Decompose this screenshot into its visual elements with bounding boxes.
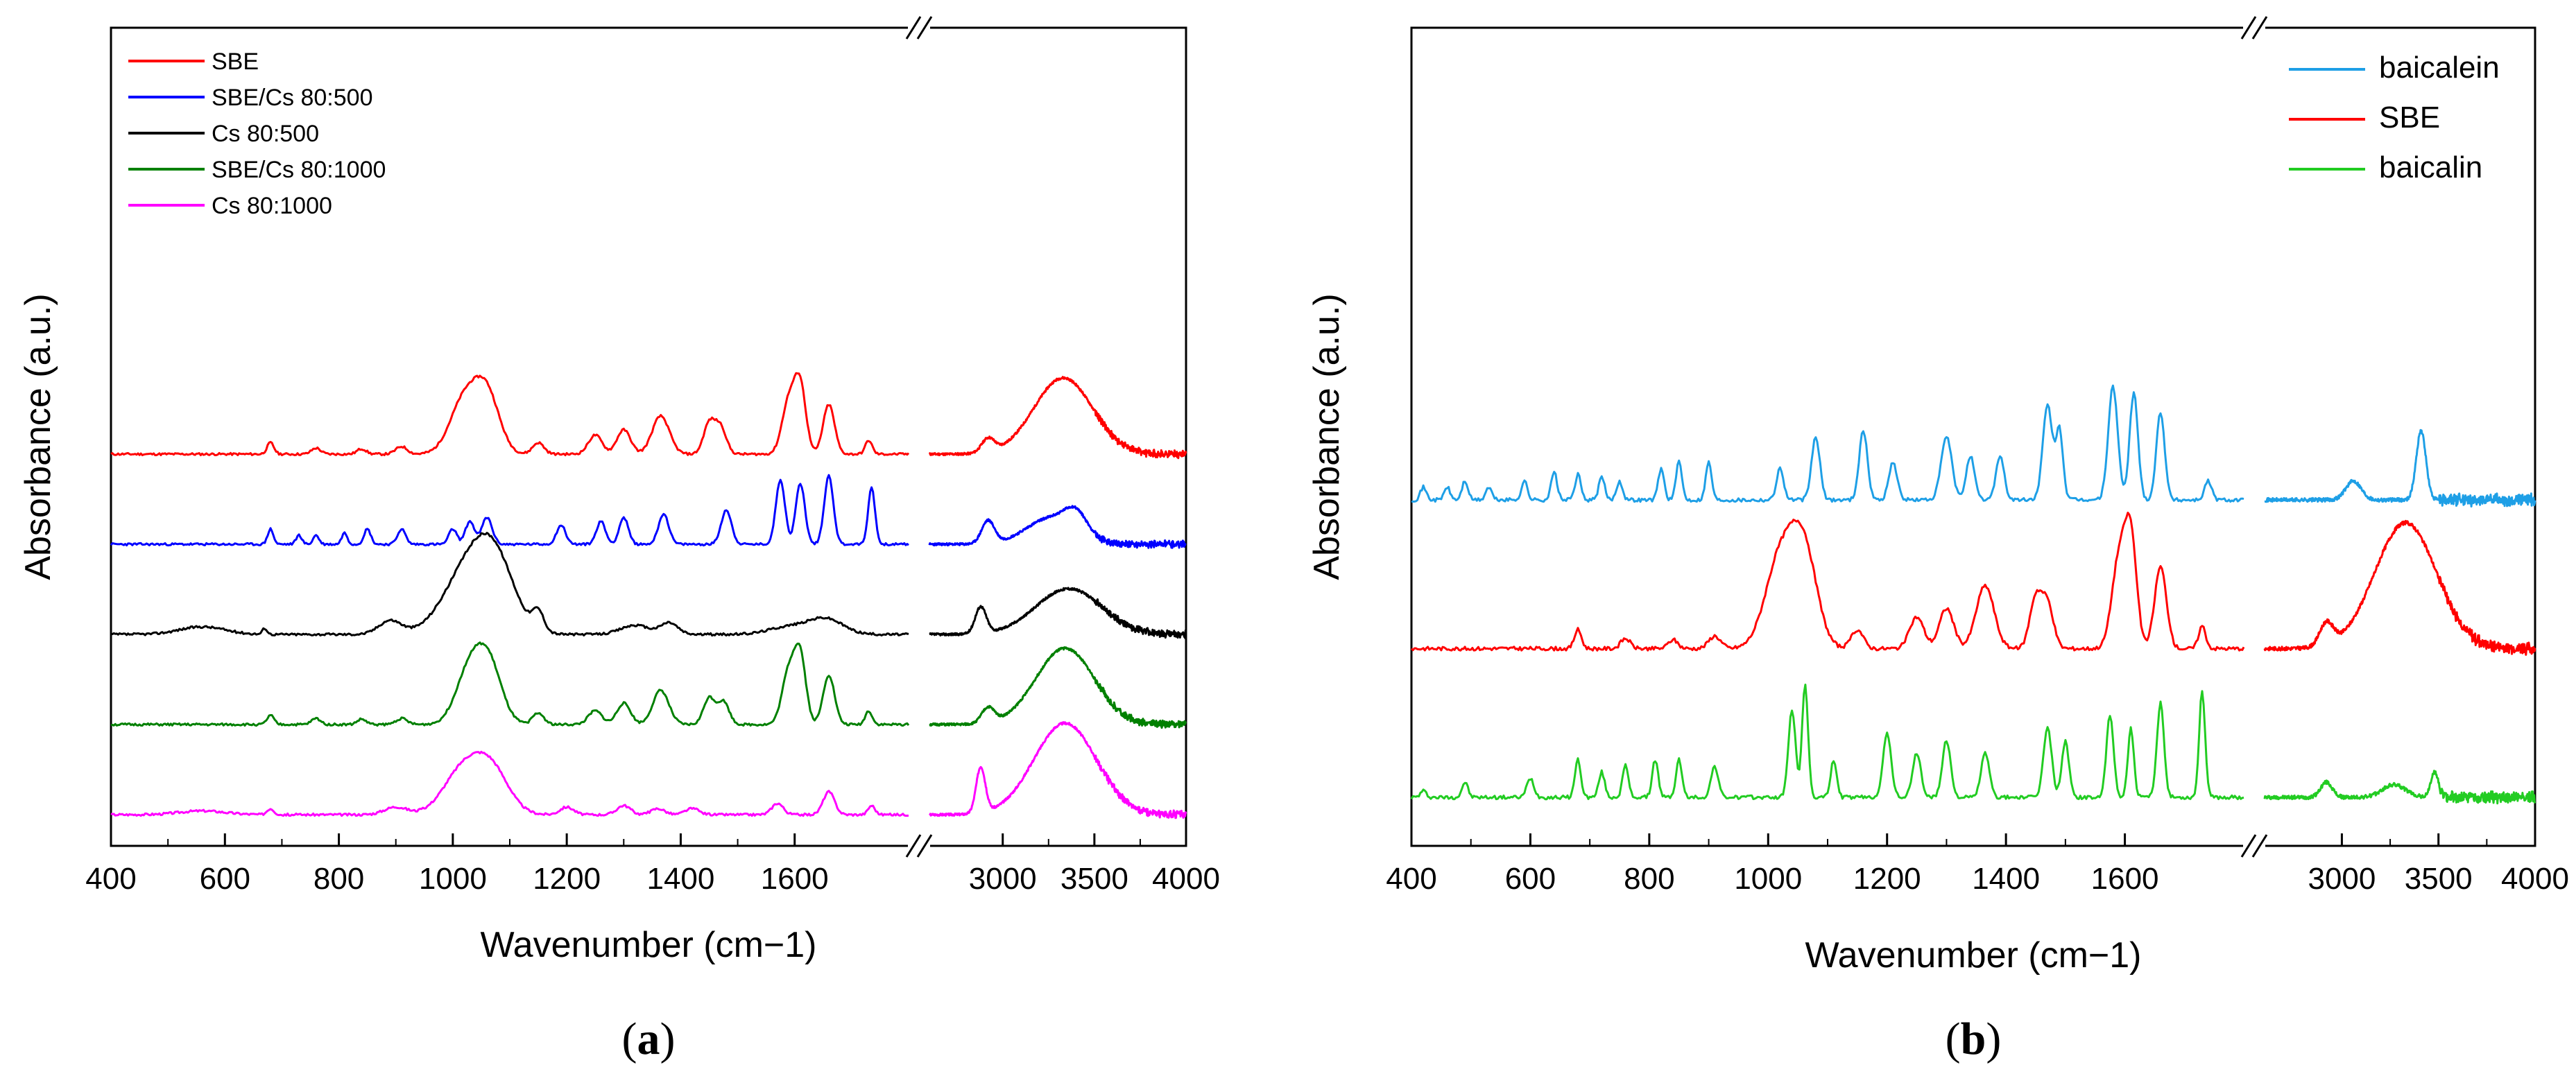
series-line-a-1-seg1	[928, 505, 1187, 549]
x-tick-label-b-7: 3000	[2308, 862, 2376, 896]
x-ticks-b: 400 600 800 1000 1200 1400 1600 3000 3500 4000	[1386, 16, 2569, 896]
y-axis-title-a: Absorbance (a.u.)	[18, 293, 58, 580]
x-tick-label-b-3: 1000	[1734, 862, 1802, 896]
series-group-a	[110, 372, 1187, 820]
x-tick-label-b-2: 800	[1624, 862, 1674, 896]
axis-break-gap-a-0	[908, 18, 930, 37]
series-line-a-1-seg0	[110, 474, 909, 547]
legend-label-a-2: Cs 80:500	[212, 121, 319, 147]
x-tick-label-a-6: 1600	[761, 862, 829, 896]
series-line-b-1-seg0	[1410, 512, 2245, 652]
x-tick-label-a-3: 1000	[419, 862, 487, 896]
panel-label-a: (a)	[622, 1014, 676, 1064]
x-tick-label-a-9: 4000	[1152, 862, 1220, 896]
series-line-b-2-seg1	[2263, 770, 2536, 805]
series-line-b-0-seg1	[2264, 428, 2536, 508]
x-tick-label-a-1: 600	[200, 862, 250, 896]
axis-break-mark-a-1-1	[916, 834, 933, 858]
axis-break-mark-a-1-0	[905, 834, 922, 858]
y-axis-title-b: Absorbance (a.u.)	[1307, 293, 1347, 580]
x-tick-label-b-0: 400	[1386, 862, 1436, 896]
x-axis-title-a: Wavenumber (cm−1)	[481, 925, 817, 965]
x-tick-label-a-8: 3500	[1061, 862, 1128, 896]
x-tick-label-a-7: 3000	[969, 862, 1037, 896]
x-tick-label-b-4: 1200	[1853, 862, 1921, 896]
legend-label-b-1: SBE	[2379, 101, 2440, 135]
x-tick-label-b-9: 4000	[2501, 862, 2569, 896]
series-line-a-4-seg1	[929, 721, 1187, 820]
axis-break-mark-a-0-0	[905, 16, 922, 40]
legend-label-a-0: SBE	[212, 49, 259, 75]
legend-a: SBE SBE/Cs 80:500 Cs 80:500 SBE/Cs 80:1000 C…	[128, 49, 386, 219]
legend-b: baicalein SBE baicalin	[2289, 51, 2500, 184]
x-tick-label-a-0: 400	[85, 862, 136, 896]
series-line-a-2-seg0	[110, 532, 909, 637]
x-tick-label-b-5: 1400	[1972, 862, 2040, 896]
x-tick-label-a-5: 1400	[646, 862, 714, 896]
legend-label-b-0: baicalein	[2379, 51, 2500, 85]
series-line-a-3-seg1	[929, 646, 1187, 729]
series-line-a-4-seg0	[110, 750, 909, 817]
axis-break-mark-b-1-1	[2251, 834, 2268, 858]
series-line-b-1-seg1	[2263, 519, 2536, 656]
x-tick-label-a-2: 800	[314, 862, 364, 896]
legend-label-a-4: Cs 80:1000	[212, 193, 332, 219]
legend-label-a-3: SBE/Cs 80:1000	[212, 157, 386, 183]
x-ticks-a: 400 600 800 1000 1200 1400 1600 3000 3500 4000	[85, 16, 1220, 896]
series-line-b-0-seg0	[1411, 384, 2244, 503]
x-tick-label-b-1: 600	[1505, 862, 1556, 896]
x-tick-label-b-8: 3500	[2405, 862, 2473, 896]
series-line-b-2-seg0	[1410, 684, 2244, 801]
series-line-a-3-seg0	[110, 641, 910, 727]
legend-label-b-2: baicalin	[2379, 150, 2482, 184]
axis-break-gap-a-1	[908, 836, 930, 856]
series-line-a-0-seg1	[928, 376, 1187, 460]
axis-break-gap-b-1	[2243, 836, 2265, 856]
x-tick-label-a-4: 1200	[533, 862, 601, 896]
x-tick-label-b-6: 1600	[2091, 862, 2159, 896]
x-axis-title-b: Wavenumber (cm−1)	[1805, 935, 2142, 976]
panel-a: 400 600 800 1000 1200 1400 1600 3000 3500 4000 SB…	[18, 16, 1220, 1064]
axis-break-mark-b-0-1	[2251, 16, 2268, 40]
series-line-a-0-seg0	[110, 372, 910, 457]
axis-break-mark-b-0-0	[2240, 16, 2257, 40]
axis-break-gap-b-0	[2243, 18, 2265, 37]
panel-label-b: (b)	[1946, 1014, 2002, 1064]
legend-label-a-1: SBE/Cs 80:500	[212, 85, 372, 111]
plot-frame-a	[110, 26, 1187, 847]
panel-b: 400 600 800 1000 1200 1400 1600 3000 3500 4000 ba…	[1307, 16, 2569, 1064]
series-group-b	[1410, 384, 2536, 805]
axis-break-mark-b-1-0	[2240, 834, 2257, 858]
series-line-a-2-seg1	[929, 587, 1187, 639]
axis-break-mark-a-0-1	[916, 16, 933, 40]
plot-frame-b	[1410, 26, 2536, 847]
